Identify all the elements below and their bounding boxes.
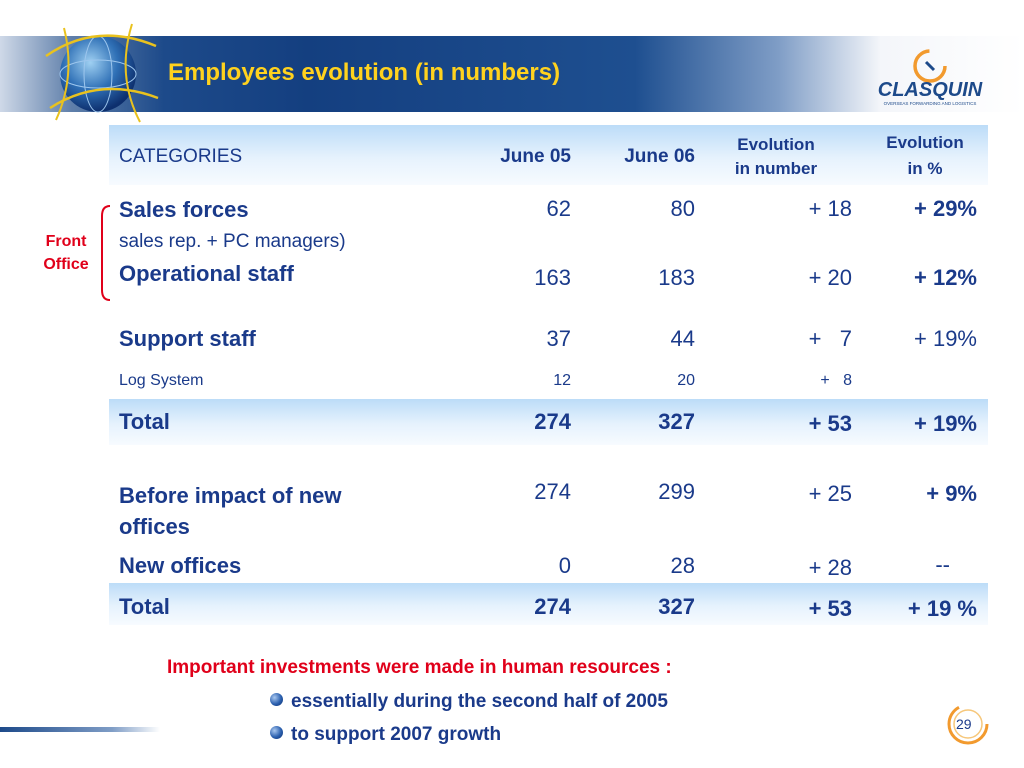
front-office-label-line1: Front [45, 233, 87, 250]
row-total-evo-percent: + 19% [914, 411, 977, 436]
table-header-band [109, 125, 988, 185]
header-june05: June 05 [500, 146, 571, 167]
row-total2-june06: 327 [658, 594, 695, 619]
page-number-swirl-icon [947, 703, 989, 745]
front-office-label-line2: Office [43, 256, 89, 273]
row-total2-category: Total [119, 594, 170, 619]
row-sales-forces-evo-percent: + 29% [914, 196, 977, 221]
row-new-offices-june06: 28 [670, 553, 695, 578]
header-categories: CATEGORIES [119, 146, 243, 167]
investment-note: Important investments were made in human… [167, 657, 672, 678]
row-before-impact-june05: 274 [534, 479, 571, 504]
row-sales-forces-evo-number: + 18 [808, 196, 852, 221]
row-operational-evo-number: + 20 [808, 265, 852, 290]
row-new-offices-evo-percent: -- [935, 552, 950, 577]
total-row-band [109, 399, 988, 445]
header-june06: June 06 [624, 146, 695, 167]
row-before-impact-june06: 299 [658, 479, 695, 504]
row-sales-forces-june06: 80 [670, 196, 695, 221]
row-before-impact-evo-number: + 25 [808, 481, 852, 506]
row-before-impact-line2: offices [119, 514, 190, 539]
row-new-offices-evo-number: + 28 [808, 555, 852, 580]
row-operational-june06: 183 [658, 265, 695, 290]
bullet-item-2: to support 2007 growth [270, 724, 501, 746]
bullet-icon [270, 726, 283, 739]
row-total-evo-number: + 53 [808, 411, 852, 436]
row-log-system-evo-number: + 8 [820, 372, 852, 389]
row-log-system-category: Log System [119, 372, 204, 389]
clasquin-logo: CLASQUIN OVERSEAS FORWARDING AND LOGISTI… [878, 49, 983, 106]
total-row-band-2 [109, 583, 988, 625]
front-office-bracket [101, 205, 111, 301]
row-total-june06: 327 [658, 409, 695, 434]
row-before-impact-evo-percent: + 9% [926, 481, 977, 506]
header-evolution-percent: Evolution in % [863, 131, 987, 181]
row-new-offices-june05: 0 [558, 553, 571, 578]
svg-text:OVERSEAS FORWARDING AND LOGIST: OVERSEAS FORWARDING AND LOGISTICS [884, 101, 977, 106]
row-total2-june05: 274 [534, 594, 571, 619]
globe-icon [45, 23, 159, 123]
row-support-category: Support staff [119, 326, 256, 351]
front-office-label: Front Office [34, 230, 98, 276]
row-support-june06: 44 [670, 326, 695, 351]
header-band [0, 36, 1024, 112]
slide-title: Employees evolution (in numbers) [168, 59, 561, 86]
header-evolution-number: Evolution in number [711, 133, 841, 181]
row-sales-forces-june05: 62 [546, 196, 571, 221]
row-before-impact-category: Before impact of new offices [119, 480, 341, 542]
row-total-june05: 274 [534, 409, 571, 434]
row-sales-forces-category: Sales forces [119, 197, 249, 222]
bullet-text-1: essentially during the second half of 20… [291, 691, 668, 712]
page-number: 29 [956, 716, 972, 732]
employees-table: CATEGORIES June 05 June 06 Evolution in … [109, 125, 988, 625]
row-new-offices-category: New offices [119, 553, 242, 578]
row-support-evo-percent: + 19% [914, 326, 977, 351]
footer-line [0, 727, 160, 732]
bullet-icon [270, 693, 283, 706]
row-log-system-june05: 12 [553, 372, 571, 389]
row-support-june05: 37 [546, 326, 571, 351]
row-log-system-june06: 20 [677, 372, 695, 389]
header-evolution-percent-line2: in % [907, 159, 943, 178]
row-before-impact-line1: Before impact of new [119, 483, 342, 508]
row-total2-evo-number: + 53 [808, 596, 852, 621]
header-evolution-number-line1: Evolution [737, 135, 815, 154]
row-operational-category: Operational staff [119, 261, 294, 286]
svg-text:CLASQUIN: CLASQUIN [878, 79, 983, 101]
header-evolution-number-line2: in number [734, 159, 818, 178]
bullet-text-2: to support 2007 growth [291, 724, 502, 745]
row-operational-june05: 163 [534, 265, 571, 290]
row-total-category: Total [119, 409, 170, 434]
row-operational-evo-percent: + 12% [914, 265, 977, 290]
header-evolution-percent-line1: Evolution [886, 133, 964, 152]
row-total2-evo-percent: + 19 % [907, 596, 977, 621]
row-support-evo-number: + 7 [808, 326, 852, 351]
row-sales-forces-note: sales rep. + PC managers) [119, 231, 346, 252]
bullet-item-1: essentially during the second half of 20… [270, 691, 668, 713]
